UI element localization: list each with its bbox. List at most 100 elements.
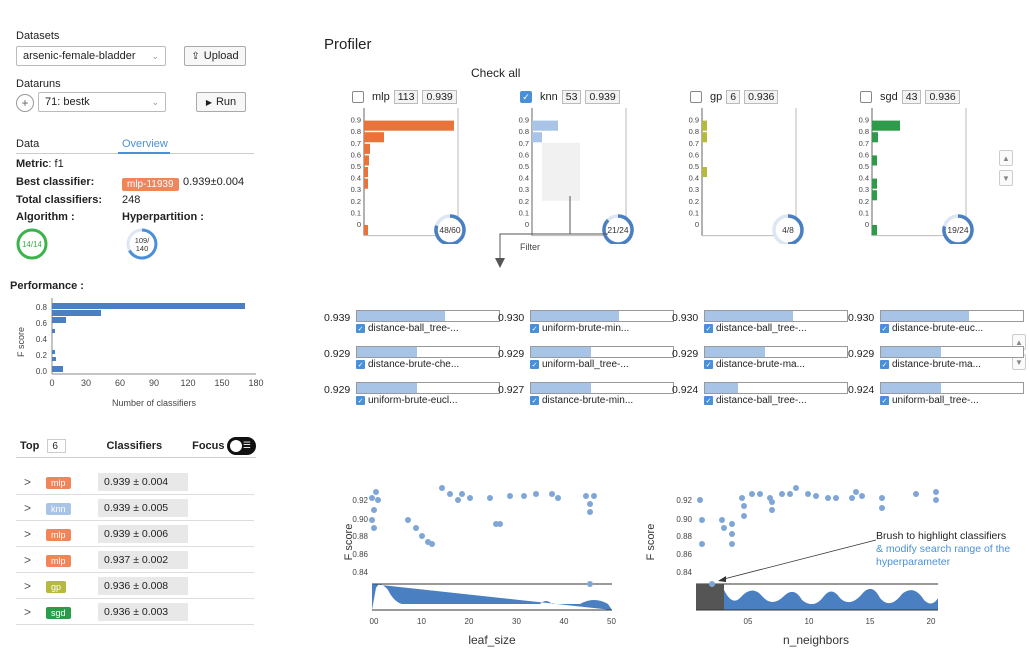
candidate-name: uniform-brute-eucl... [368, 395, 458, 406]
candidate-item[interactable]: 0.929 ✓ uniform-ball_tree-... [498, 346, 678, 374]
classifier-count: 113 [393, 90, 419, 104]
best-score: 0.936 [925, 90, 960, 104]
hist-bar [872, 120, 900, 131]
candidate-item[interactable]: 0.930 ✓ distance-ball_tree-... [672, 310, 852, 338]
hist-ytick: 0.8 [689, 127, 699, 136]
checkbox[interactable] [690, 91, 702, 103]
candidate-item[interactable]: 0.924 ✓ distance-ball_tree-... [672, 382, 852, 410]
hist-ytick: 0.5 [351, 162, 361, 171]
checkbox[interactable]: ✓ [704, 324, 713, 333]
candidate-score: 0.929 [498, 348, 525, 360]
classifier-count: 6 [726, 90, 741, 104]
chevron-right-icon[interactable]: > [24, 501, 32, 515]
scroll-up-icon[interactable]: ▲ [999, 150, 1013, 166]
chevron-right-icon[interactable]: > [24, 527, 32, 541]
hist-bar [872, 132, 878, 143]
candidate-score: 0.929 [324, 384, 351, 396]
algorithm-name: gp [710, 91, 723, 103]
candidate-score: 0.924 [848, 384, 875, 396]
perf-xtick: 0 [49, 378, 54, 388]
scatter-point [699, 541, 705, 547]
candidate-item[interactable]: 0.929 ✓ distance-brute-ma... [848, 346, 1028, 374]
checkbox[interactable] [352, 91, 364, 103]
checkbox[interactable]: ✓ [704, 360, 713, 369]
table-row[interactable]: > gp 0.936 ± 0.008 [16, 574, 254, 599]
scatter-ytick: 0.88 [352, 532, 368, 541]
checkbox[interactable]: ✓ [530, 324, 539, 333]
candidate-item[interactable]: 0.939 ✓ distance-ball_tree-... [324, 310, 504, 338]
add-datarun-icon[interactable]: + [16, 94, 34, 112]
top-count-input[interactable]: 6 [47, 439, 67, 453]
hist-bar [364, 178, 368, 189]
best-score: 0.939 [585, 90, 620, 104]
checkbox[interactable]: ✓ [520, 91, 532, 103]
checkbox[interactable]: ✓ [704, 396, 713, 405]
checkbox[interactable]: ✓ [356, 396, 365, 405]
scatter-xtick: 15 [866, 617, 875, 626]
panel-header-knn: ✓ knn 53 0.939 [520, 90, 620, 104]
run-label: Run [215, 96, 237, 108]
tab-data[interactable]: Data [16, 138, 40, 150]
table-row[interactable]: > mlp 0.939 ± 0.006 [16, 522, 254, 547]
best-classifier-tag[interactable]: mlp-11939 [122, 178, 179, 191]
chevron-right-icon[interactable]: > [24, 605, 32, 619]
dataruns-label: Dataruns [16, 78, 61, 90]
checkbox[interactable]: ✓ [880, 396, 889, 405]
checkbox[interactable]: ✓ [880, 324, 889, 333]
scatter-ytick: 0.86 [676, 550, 692, 559]
candidate-score: 0.927 [498, 384, 525, 396]
scatter-point [729, 521, 735, 527]
hist-ytick: 0.3 [519, 185, 529, 194]
check-all-button[interactable]: Check all [471, 66, 521, 80]
perf-bar [52, 303, 245, 309]
scatter-point [719, 517, 725, 523]
candidate-bar [530, 346, 674, 358]
table-row[interactable]: > mlp 0.939 ± 0.004 [16, 470, 254, 495]
scatter-point [467, 495, 473, 501]
chevron-right-icon[interactable]: > [24, 553, 32, 567]
scatter-point [413, 525, 419, 531]
hist-ytick: 0.6 [859, 150, 869, 159]
candidate-name: distance-brute-min... [542, 395, 634, 406]
table-row[interactable]: > sgd 0.936 ± 0.003 [16, 600, 254, 625]
candidate-bar-fill [357, 383, 417, 393]
dataset-select[interactable]: arsenic-female-bladder ⌄ [16, 46, 166, 66]
candidate-item[interactable]: 0.930 ✓ distance-brute-euc... [848, 310, 1028, 338]
candidate-item[interactable]: 0.929 ✓ distance-brute-che... [324, 346, 504, 374]
candidate-item[interactable]: 0.929 ✓ uniform-brute-eucl... [324, 382, 504, 410]
candidate-name: distance-ball_tree-... [716, 323, 807, 334]
scatter-point [825, 495, 831, 501]
tab-active-indicator [118, 152, 170, 154]
scatter-point [729, 531, 735, 537]
focus-toggle[interactable]: ☰ [226, 437, 256, 455]
tab-overview[interactable]: Overview [122, 138, 168, 150]
candidate-bar [530, 310, 674, 322]
chevron-right-icon[interactable]: > [24, 475, 32, 489]
checkbox[interactable] [860, 91, 872, 103]
table-row[interactable]: > mlp 0.937 ± 0.002 [16, 548, 254, 573]
checkbox[interactable]: ✓ [880, 360, 889, 369]
scroll-down-icon[interactable]: ▼ [999, 170, 1013, 186]
candidate-item[interactable]: 0.924 ✓ uniform-ball_tree-... [848, 382, 1028, 410]
hist-bar [364, 143, 370, 154]
checkbox[interactable]: ✓ [530, 396, 539, 405]
candidate-item[interactable]: 0.930 ✓ uniform-brute-min... [498, 310, 678, 338]
table-row[interactable]: > knn 0.939 ± 0.005 [16, 496, 254, 521]
candidate-item[interactable]: 0.929 ✓ distance-brute-ma... [672, 346, 852, 374]
ring-text: 21/24 [607, 225, 629, 235]
hist-ytick: 0.5 [689, 162, 699, 171]
run-button[interactable]: ▶ Run [196, 92, 246, 112]
candidate-bar-fill [705, 383, 738, 393]
scatter-point [709, 581, 715, 587]
datarun-select[interactable]: 71: bestk ⌄ [38, 92, 166, 112]
chevron-right-icon[interactable]: > [24, 579, 32, 593]
checkbox[interactable]: ✓ [356, 360, 365, 369]
scatter-point [497, 521, 503, 527]
upload-button[interactable]: ⇪ Upload [184, 46, 246, 66]
annotation-line3: hyperparameter [876, 556, 951, 568]
checkbox[interactable]: ✓ [356, 324, 365, 333]
candidate-item[interactable]: 0.927 ✓ distance-brute-min... [498, 382, 678, 410]
classifier-score: 0.939 ± 0.005 [98, 499, 188, 517]
hyperpartition-ring: 109/ 140 [126, 228, 158, 260]
checkbox[interactable]: ✓ [530, 360, 539, 369]
